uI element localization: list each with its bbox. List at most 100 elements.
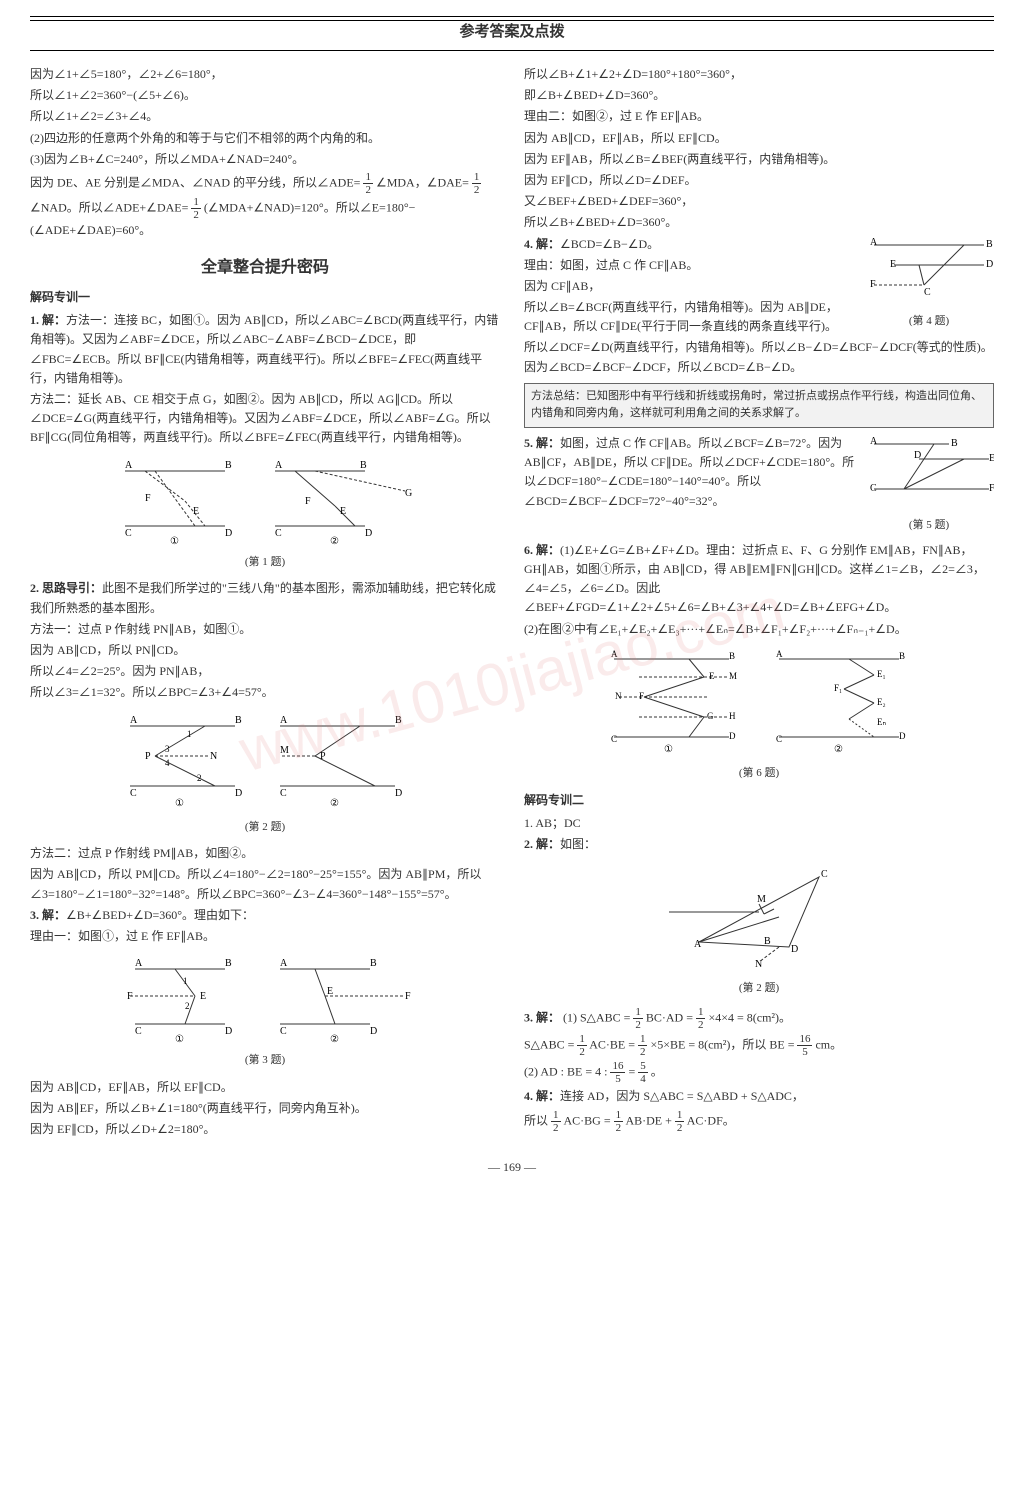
text: 所以∠1+∠2=360°−(∠5+∠6)。 (30, 86, 500, 105)
svg-text:②: ② (834, 744, 843, 755)
subsection-title: 解码专训二 (524, 791, 994, 810)
svg-text:E: E (200, 991, 206, 1002)
text: 因为 EF∥AB，所以∠B=∠BEF(两直线平行，内错角相等)。 (524, 150, 994, 169)
fraction: 12 (675, 1109, 685, 1134)
section-title: 全章整合提升密码 (30, 255, 500, 281)
diagram-q5: AB DE CF (第 5 题) (864, 434, 994, 535)
svg-text:E: E (709, 671, 715, 681)
svg-text:B: B (225, 460, 232, 471)
text: AC·BE = (589, 1037, 638, 1051)
text: 方法二：过点 P 作射线 PM∥AB，如图②。 (30, 844, 500, 863)
text: 理由一：如图①，过 E 作 EF∥AB。 (30, 927, 500, 946)
svg-text:A: A (776, 649, 783, 659)
caption: (第 4 题) (864, 313, 994, 331)
text: 因为∠1+∠5=180°，∠2+∠6=180°， (30, 65, 500, 84)
svg-text:D: D (899, 731, 906, 741)
svg-text:A: A (870, 237, 878, 248)
text: 所以∠B+∠BED+∠D=360°。 (524, 213, 994, 232)
svg-text:F: F (870, 279, 876, 290)
text: S△ABC = (524, 1037, 577, 1051)
svg-text:1: 1 (183, 976, 188, 986)
q1: 1. 解：方法一：连接 BC，如图①。因为 AB∥CD，所以∠ABC=∠BCD(… (30, 311, 500, 388)
svg-text:M: M (757, 894, 766, 905)
svg-text:F: F (145, 493, 151, 504)
q3: 3. 解：∠B+∠BED+∠D=360°。理由如下： (30, 906, 500, 925)
text: 因为 AB∥CD，EF∥AB，所以 EF∥CD。 (524, 129, 994, 148)
caption: (第 3 题) (30, 1052, 500, 1070)
svg-text:B: B (764, 936, 771, 947)
text: 所以∠4=∠2=25°。因为 PN∥AB， (30, 662, 500, 681)
caption: (第 1 题) (30, 554, 500, 572)
svg-text:C: C (130, 788, 137, 799)
svg-text:C: C (275, 528, 282, 539)
svg-text:E₂: E₂ (877, 697, 886, 707)
text: AC·DF。 (687, 1113, 735, 1127)
svg-text:D: D (225, 528, 232, 539)
svg-text:G: G (707, 711, 714, 721)
svg-text:F: F (127, 991, 133, 1002)
text: AB·DE + (625, 1113, 674, 1127)
svg-text:①: ① (175, 798, 184, 809)
text: AC·BG = (564, 1113, 614, 1127)
svg-text:C: C (611, 734, 617, 744)
caption: (第 2 题) (524, 980, 994, 998)
svg-text:B: B (225, 958, 232, 969)
q6: 6. 解：(1)∠E+∠G=∠B+∠F+∠D。理由：过折点 E、F、G 分别作 … (524, 541, 994, 618)
diagram-q3: AB CD FE 12 ① AB CD EF ② (第 3 题) (30, 954, 500, 1070)
text: (1)∠E+∠G=∠B+∠F+∠D。理由：过折点 E、F、G 分别作 EM∥AB… (524, 543, 985, 615)
page-header: 参考答案及点拨 (30, 20, 994, 51)
svg-text:N: N (615, 691, 622, 701)
text: 因为 AB∥CD，EF∥AB，所以 EF∥CD。 (30, 1078, 500, 1097)
text: BC·AD = (646, 1010, 696, 1024)
fraction: 165 (797, 1033, 812, 1058)
diagram-q6: AB CD EM NF GH ① AB CD E₁ F₁ E₂ Eₙ ② (第 … (524, 647, 994, 783)
svg-text:C: C (870, 483, 877, 494)
fraction: 12 (363, 171, 373, 196)
svg-text:①: ① (170, 536, 179, 546)
text: (2)四边形的任意两个外角的和等于与它们不相邻的两个内角的和。 (30, 129, 500, 148)
text: 又∠BEF+∠BED+∠DEF=360°， (524, 192, 994, 211)
svg-text:B: B (360, 460, 367, 471)
text: 方法二：延长 AB、CE 相交于点 G，如图②。因为 AB∥CD，所以 AG∥C… (30, 390, 500, 448)
svg-text:4: 4 (165, 758, 170, 768)
fraction: 12 (191, 196, 201, 221)
diagram-training2-q2: A B C D M N (第 2 题) (524, 862, 994, 998)
text: 所以∠3=∠1=32°。所以∠BPC=∠3+∠4=57°。 (30, 683, 500, 702)
text: 因为 DE、AE 分别是∠MDA、∠NAD 的平分线，所以∠ADE= (30, 175, 360, 189)
text: 所以∠DCF=∠D(两直线平行，内错角相等)。所以∠B−∠D=∠BCF−∠DCF… (524, 338, 994, 376)
text: 如图： (560, 837, 596, 851)
q2-2: 2. 解：如图： (524, 835, 994, 854)
svg-text:①: ① (175, 1034, 184, 1044)
text: 所以∠B+∠1+∠2+∠D=180°+180°=360°， (524, 65, 994, 84)
svg-text:B: B (951, 438, 958, 449)
text: 所以 (524, 1113, 551, 1127)
svg-text:A: A (694, 939, 702, 950)
text: 所以∠1+∠2=∠3+∠4。 (30, 107, 500, 126)
svg-text:A: A (611, 649, 618, 659)
svg-text:F₁: F₁ (834, 683, 842, 693)
svg-text:3: 3 (165, 744, 170, 754)
svg-text:B: B (235, 715, 242, 726)
svg-text:D: D (914, 450, 921, 461)
text: 所以 12 AC·BG = 12 AB·DE + 12 AC·DF。 (524, 1109, 994, 1134)
svg-text:C: C (135, 1026, 142, 1037)
text: 理由二：如图②，过 E 作 EF∥AB。 (524, 107, 994, 126)
q4b: 4. 解：连接 AD，因为 S△ABC = S△ABD + S△ADC， (524, 1087, 994, 1106)
item-number: 1. 解： (30, 313, 66, 327)
fraction: 12 (551, 1109, 561, 1134)
diagram-q4: AB ED CF (第 4 题) (864, 235, 994, 331)
svg-text:G: G (405, 488, 412, 499)
svg-text:B: B (370, 958, 377, 969)
item-number: 2. 思路导引： (30, 581, 102, 595)
svg-text:C: C (280, 788, 287, 799)
svg-text:②: ② (330, 536, 339, 546)
item-number: 4. 解： (524, 1089, 560, 1103)
svg-text:A: A (135, 958, 143, 969)
svg-text:1: 1 (187, 729, 192, 739)
diagram-q2: AB CD PN 13 42 ① AB CD MP ② (第 2 题) (30, 711, 500, 837)
diagram-q1: AB CD FE ① AB CD G FE ② (第 1 题) (30, 456, 500, 572)
svg-text:D: D (986, 259, 993, 270)
fraction: 12 (577, 1033, 587, 1058)
svg-text:D: D (235, 788, 242, 799)
svg-text:Eₙ: Eₙ (877, 717, 886, 727)
